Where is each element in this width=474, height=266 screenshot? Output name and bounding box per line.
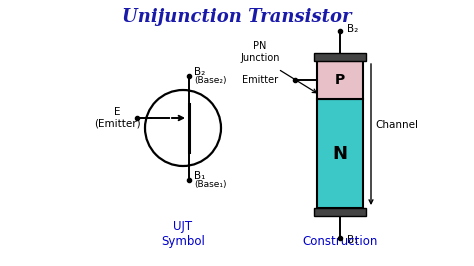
Text: B₂: B₂	[194, 67, 205, 77]
Bar	[317, 99, 363, 208]
Text: B₁: B₁	[347, 235, 358, 245]
Text: UJT
Symbol: UJT Symbol	[161, 220, 205, 248]
Text: Emitter: Emitter	[242, 75, 278, 85]
Text: E
(Emitter): E (Emitter)	[94, 107, 140, 129]
Bar	[317, 61, 363, 99]
Text: (Base₂): (Base₂)	[194, 76, 227, 85]
Bar	[314, 53, 366, 61]
Text: Unijunction Transistor: Unijunction Transistor	[122, 8, 352, 26]
Text: N: N	[332, 145, 347, 163]
Bar	[314, 208, 366, 216]
Text: B₁: B₁	[194, 171, 205, 181]
Text: (Base₁): (Base₁)	[194, 180, 227, 189]
Text: PN
Junction: PN Junction	[240, 41, 280, 63]
Text: Channel: Channel	[375, 120, 418, 130]
Text: B₂: B₂	[347, 24, 358, 34]
Text: Construction: Construction	[302, 235, 378, 248]
Text: P: P	[335, 73, 345, 87]
